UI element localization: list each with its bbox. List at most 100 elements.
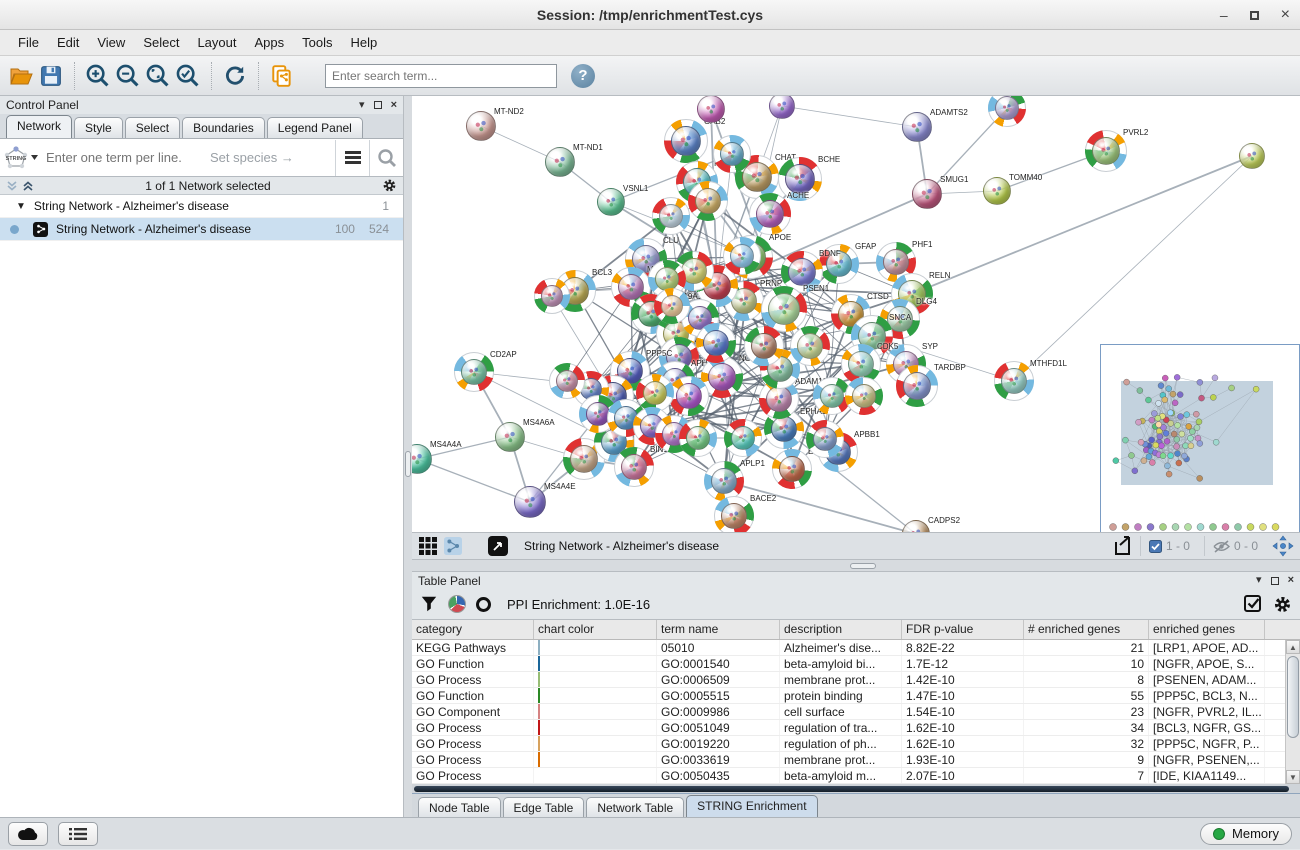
task-list-button[interactable] xyxy=(58,821,98,846)
horizontal-splitter[interactable] xyxy=(412,560,1300,572)
menu-layout[interactable]: Layout xyxy=(197,35,237,50)
share-view-icon[interactable] xyxy=(444,537,462,556)
network-node-gfap[interactable]: GFAP xyxy=(816,241,876,287)
ring-chart-icon[interactable] xyxy=(476,596,491,612)
panel-menu-icon[interactable]: ▾ xyxy=(359,98,365,111)
menu-help[interactable]: Help xyxy=(350,35,378,50)
network-node[interactable] xyxy=(739,321,789,371)
network-node[interactable] xyxy=(707,129,757,179)
network-node-aplp1[interactable]: APLP1 xyxy=(703,459,765,502)
table-row[interactable]: KEGG Pathways 05010 Alzheimer's dise... 8.8… xyxy=(412,640,1300,656)
splitter-grip[interactable] xyxy=(405,451,411,477)
network-node-adamts2[interactable]: ADAMTS2 xyxy=(900,108,968,144)
help-icon[interactable]: ? xyxy=(571,63,595,88)
tab-network-table[interactable]: Network Table xyxy=(586,797,685,817)
network-node-ms4a4e[interactable]: MS4A4E xyxy=(512,482,576,520)
vertical-splitter[interactable] xyxy=(404,96,412,817)
table-row[interactable]: GO Process GO:0033619 membrane prot... 1.93… xyxy=(412,752,1300,768)
network-node[interactable] xyxy=(682,175,734,227)
column-header--enriched-genes[interactable]: # enriched genes xyxy=(1024,620,1149,639)
tab-boundaries[interactable]: Boundaries xyxy=(182,117,265,138)
table-panel-close-icon[interactable]: × xyxy=(1287,574,1294,586)
table-row[interactable]: GO Process GO:0019220 regulation of ph... 1… xyxy=(412,736,1300,752)
table-row[interactable]: GO Component GO:0009986 cell surface 1.54E-… xyxy=(412,704,1300,720)
menu-view[interactable]: View xyxy=(97,35,126,50)
tree-row[interactable]: ▼ String Network - Alzheimer's disease 1 xyxy=(0,195,403,218)
table-row[interactable]: GO Process GO:0051049 regulation of tra...… xyxy=(412,720,1300,736)
column-header-description[interactable]: description xyxy=(780,620,902,639)
column-header-term-name[interactable]: term name xyxy=(657,620,780,639)
cloud-button[interactable] xyxy=(8,821,48,846)
zoom-selected-button[interactable] xyxy=(173,61,203,91)
network-node-mthfd1l[interactable]: MTHFD1L xyxy=(987,354,1067,408)
hscrollbar-thumb[interactable] xyxy=(414,785,1290,792)
network-node-ms4a6a[interactable]: MS4A6A xyxy=(493,418,555,454)
table-row[interactable]: GO Function GO:0001540 beta-amyloid bi... 1… xyxy=(412,656,1300,672)
network-node-tomm40[interactable]: TOMM40 xyxy=(981,173,1042,207)
network-node[interactable] xyxy=(798,412,852,466)
scroll-down-icon[interactable]: ▼ xyxy=(1286,770,1300,784)
string-search-button[interactable] xyxy=(369,139,403,176)
grid-view-icon[interactable] xyxy=(418,536,438,556)
network-node-ms4a4a[interactable]: MS4A4A xyxy=(412,440,462,476)
network-node[interactable] xyxy=(660,367,718,425)
network-node[interactable] xyxy=(717,231,767,281)
scrollbar-thumb[interactable] xyxy=(1287,656,1299,738)
external-view-icon[interactable] xyxy=(488,536,508,557)
close-button[interactable]: × xyxy=(1280,6,1290,23)
menu-apps[interactable]: Apps xyxy=(254,35,285,50)
save-session-button[interactable] xyxy=(36,61,66,91)
network-node[interactable] xyxy=(716,411,770,465)
gear-icon[interactable] xyxy=(382,178,397,193)
column-header-category[interactable]: category xyxy=(412,620,534,639)
network-node[interactable] xyxy=(645,190,697,242)
menu-edit[interactable]: Edit xyxy=(56,35,80,50)
zoom-out-button[interactable] xyxy=(113,61,143,91)
network-node[interactable] xyxy=(693,320,739,366)
network-node[interactable] xyxy=(648,282,696,330)
tab-network[interactable]: Network xyxy=(6,115,73,138)
zoom-in-button[interactable] xyxy=(83,61,113,91)
panel-close-icon[interactable]: × xyxy=(390,98,397,111)
settings-gear-icon[interactable] xyxy=(1273,595,1292,614)
network-node[interactable] xyxy=(675,415,721,461)
horizontal-scrollbar[interactable] xyxy=(412,784,1300,793)
network-node-ache[interactable]: ACHE xyxy=(741,185,809,243)
network-node[interactable] xyxy=(782,318,838,374)
memory-button[interactable]: Memory xyxy=(1200,822,1292,845)
expand-triangle-icon[interactable]: ▼ xyxy=(16,200,26,212)
tree-row[interactable]: String Network - Alzheimer's disease 100 5… xyxy=(0,218,403,241)
refresh-button[interactable] xyxy=(220,61,250,91)
network-node-chat[interactable]: CHAT xyxy=(726,146,796,208)
navigator-compass-icon[interactable] xyxy=(1272,535,1294,557)
network-node-psen1[interactable]: PSEN1 xyxy=(752,277,829,341)
network-node-cadps2[interactable]: CADPS2 xyxy=(900,516,960,532)
network-node-bin1[interactable]: BIN1 xyxy=(605,438,668,496)
clone-network-button[interactable] xyxy=(267,61,297,91)
filter-icon[interactable] xyxy=(420,595,438,613)
tab-legend-panel[interactable]: Legend Panel xyxy=(266,117,363,138)
network-node[interactable] xyxy=(541,355,593,407)
zoom-fit-button[interactable] xyxy=(143,61,173,91)
tab-edge-table[interactable]: Edge Table xyxy=(502,797,585,817)
network-node-smug1[interactable]: SMUG1 xyxy=(910,175,968,211)
collapse-all-icon[interactable] xyxy=(6,180,18,192)
birdseye-view[interactable] xyxy=(1100,344,1300,532)
splitter-handle[interactable] xyxy=(850,563,876,570)
search-input[interactable] xyxy=(325,63,557,88)
table-panel-menu-icon[interactable]: ▾ xyxy=(1256,574,1262,586)
vertical-scrollbar[interactable]: ▲ ▼ xyxy=(1285,640,1300,784)
network-node-cd2ap[interactable]: CD2AP xyxy=(446,344,517,400)
network-canvas[interactable]: MT-ND2MT-ND1VSNL1GAB2IRS1CHATBCHEACHEAPO… xyxy=(412,96,1300,533)
menu-select[interactable]: Select xyxy=(143,35,180,50)
table-row[interactable]: GO Process GO:0050435 beta-amyloid m... 2.0… xyxy=(412,768,1300,784)
network-node-bcl3[interactable]: BCL3 xyxy=(547,263,612,319)
network-node-mt-nd1[interactable]: MT-ND1 xyxy=(543,143,603,179)
expand-all-icon[interactable] xyxy=(22,180,34,192)
pie-chart-icon[interactable] xyxy=(448,595,466,613)
network-node-phf1[interactable]: PHF1 xyxy=(875,240,932,283)
network-node[interactable] xyxy=(838,370,890,422)
menu-file[interactable]: File xyxy=(18,35,39,50)
column-header-chart-color[interactable]: chart color xyxy=(534,620,657,639)
table-row[interactable]: GO Function GO:0005515 protein binding 1.47… xyxy=(412,688,1300,704)
